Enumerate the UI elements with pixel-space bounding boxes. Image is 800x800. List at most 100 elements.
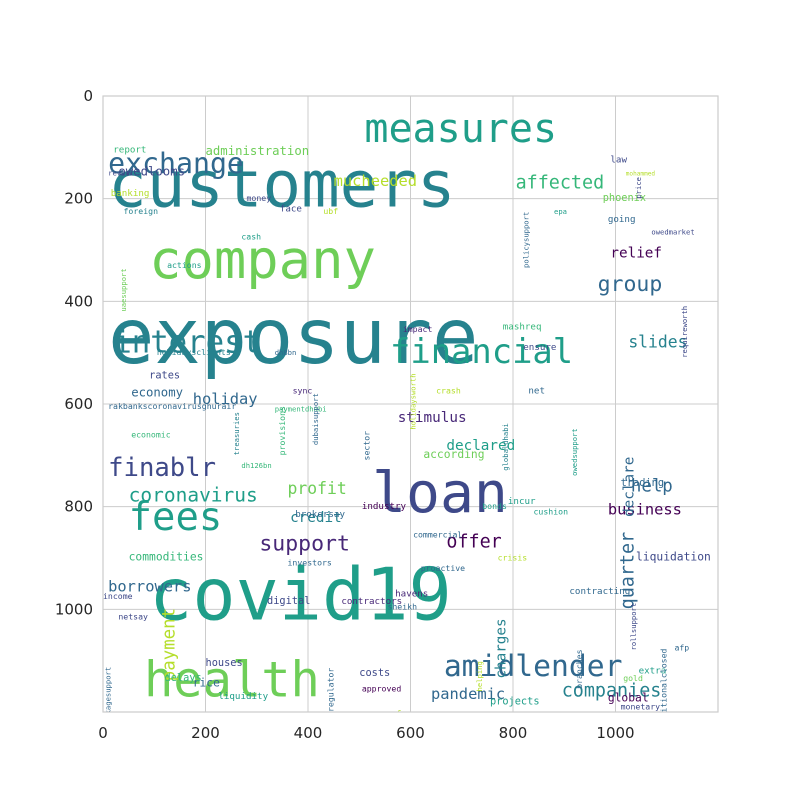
- word-holidaysworth: holidaysworth: [409, 373, 418, 429]
- word-financial: financial: [390, 332, 573, 371]
- word-holidaysclients: holidaysclients: [157, 347, 231, 357]
- word-crash: crash: [436, 386, 461, 396]
- grid: [102, 95, 718, 712]
- word-commodities: commodities: [129, 551, 204, 564]
- word-payment: payment: [160, 608, 180, 681]
- word-commercial: commercial: [413, 529, 462, 539]
- word-houses: houses: [206, 657, 243, 669]
- word-policysupport: policysupport: [521, 212, 530, 268]
- word-stimulus: stimulus: [398, 410, 467, 426]
- word-holiday: holiday: [193, 390, 258, 408]
- word-uaesupport: uaesupport: [119, 268, 128, 311]
- word-exchange: exchange: [108, 147, 244, 180]
- word-gold: gold: [623, 673, 643, 683]
- word-owedmarket: owedmarket: [651, 228, 694, 237]
- word-liquidation: liquidation: [636, 551, 711, 564]
- word-sync: sync: [293, 386, 313, 396]
- x-tick-label: 200: [191, 724, 220, 742]
- word-charges: charges: [493, 618, 509, 678]
- x-tick-label: 1000: [596, 724, 634, 742]
- word-rates: rates: [149, 369, 180, 381]
- word-industry: industry: [362, 501, 407, 512]
- word-liquidity: liquidity: [218, 691, 268, 702]
- word-central: central: [131, 719, 170, 730]
- word-epa: epa: [554, 207, 567, 216]
- word-contractors: contractors: [341, 596, 402, 607]
- x-tick-label: 0: [98, 724, 108, 742]
- word-measures: measures: [364, 106, 557, 152]
- word-requireworth: requireworth: [680, 306, 689, 358]
- word-branches: branches: [574, 649, 584, 689]
- word-projects: projects: [490, 695, 540, 707]
- word-extra: extra: [639, 666, 667, 677]
- word-pandemic: pandemic: [431, 685, 505, 703]
- word-helping: helping: [475, 661, 484, 691]
- word-economic: economic: [131, 429, 171, 439]
- word-help: help: [631, 476, 673, 496]
- word-law: law: [610, 155, 627, 166]
- word-quarter: quarter: [617, 532, 638, 610]
- word-dubaisupport: dubaisupport: [311, 393, 320, 445]
- word-price: price: [634, 177, 643, 199]
- word-money: money: [247, 193, 272, 203]
- y-tick-label: 800: [64, 498, 93, 516]
- word-treasuries: treasuries: [232, 412, 241, 455]
- word-rakbankscoronavirusghurair: rakbankscoronavirusghurair: [108, 401, 236, 411]
- word-investors: investors: [288, 558, 332, 568]
- word-globaldhabi: globaldhabi: [501, 423, 510, 471]
- x-axis-ticks: 0 200 400 600 800 1000: [98, 724, 634, 742]
- word-loan: loan: [372, 461, 508, 526]
- word-owedislamic: owedislamic: [636, 719, 690, 729]
- word-afp: afp: [674, 642, 689, 652]
- y-tick-label: 0: [83, 87, 93, 105]
- word-packagesupport: packagesupport: [104, 667, 113, 728]
- word-fees: fees: [129, 495, 223, 540]
- word-health: health: [144, 653, 320, 709]
- word-slides: slides: [628, 333, 687, 352]
- word-credit: credit: [290, 510, 342, 526]
- word-provisions: provisions: [277, 406, 287, 455]
- word-dh126bn: dh126bn: [241, 461, 271, 470]
- word-ubf: ubf: [323, 206, 338, 216]
- word-rice: rice: [193, 676, 220, 689]
- word-income: income: [103, 591, 133, 601]
- word-havens: havens: [395, 589, 428, 600]
- word-foreign: foreign: [124, 206, 159, 216]
- word-banking: banking: [111, 188, 150, 199]
- word-company: company: [149, 228, 376, 291]
- word-customers: customers: [108, 148, 455, 222]
- word-netsay: netsay: [118, 612, 148, 622]
- y-tick-label: 600: [64, 395, 93, 413]
- word-dh8bn: dh8bn: [275, 348, 297, 357]
- word-incur: incur: [508, 496, 536, 507]
- word-ensure: ensure: [523, 342, 556, 353]
- word-digital: digital: [267, 595, 310, 607]
- word-business: business: [608, 500, 682, 518]
- word-contracting: contracting: [569, 586, 630, 597]
- word-mohammed: mohammed: [626, 171, 656, 178]
- word-covid19: covid19: [149, 553, 452, 637]
- y-tick-label: 400: [64, 292, 93, 310]
- word-owedlooms: owedlooms: [118, 165, 185, 179]
- word-increases: increases: [541, 719, 585, 729]
- word-sheikh: sheikh: [387, 601, 417, 611]
- word-amidlender: amidlender: [444, 649, 623, 684]
- word-administration: administration: [206, 144, 310, 158]
- word-cash: cash: [241, 232, 261, 242]
- word-offer: offer: [446, 532, 501, 553]
- word-going: going: [608, 214, 636, 225]
- word-relief: relief: [610, 246, 662, 262]
- word-companies: companies: [562, 681, 662, 702]
- word-additionalclosed: additionalclosed: [659, 648, 669, 727]
- word-regulator: regulator: [326, 668, 336, 712]
- x-tick-label: 600: [396, 724, 425, 742]
- word-according: according: [423, 448, 484, 461]
- word-affected: affected: [516, 172, 605, 193]
- word-actions: actions: [167, 260, 202, 270]
- word-approved: approved: [362, 683, 402, 693]
- word-trading: trading: [621, 477, 664, 489]
- word-bonds: bonds: [482, 501, 507, 511]
- word-safe: safe: [385, 709, 407, 720]
- plot-frame: [102, 95, 719, 713]
